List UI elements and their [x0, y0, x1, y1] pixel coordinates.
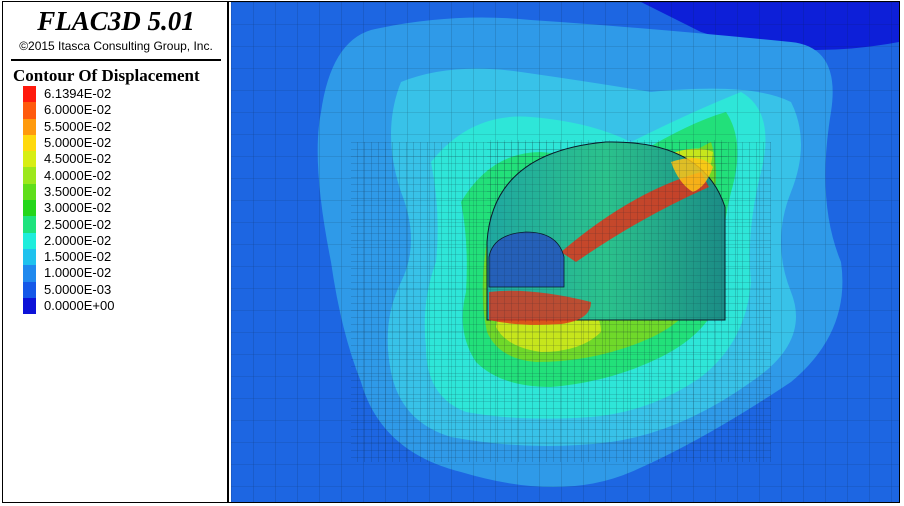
legend-swatch — [23, 151, 36, 168]
legend-swatch — [23, 200, 36, 217]
legend-label: 2.0000E-02 — [44, 232, 112, 248]
legend-item: 0.0000E+00 — [23, 297, 115, 315]
legend-swatch — [23, 232, 36, 249]
legend-item: 5.0000E-03 — [23, 281, 114, 298]
legend-list: 6.1394E-02 6.0000E-02 5.5000E-02 5.0000E-02… — [23, 86, 115, 315]
legend-label: 6.0000E-02 — [44, 102, 112, 118]
legend-swatch — [23, 118, 36, 135]
legend-item: 5.0000E-02 — [23, 134, 114, 152]
legend-divider — [11, 59, 221, 61]
legend-item: 4.0000E-02 — [23, 167, 114, 184]
legend-item: 3.5000E-02 — [23, 183, 114, 201]
legend-item: 1.0000E-02 — [23, 265, 114, 282]
legend-label: 4.0000E-02 — [44, 167, 112, 183]
copyright-text: ©2015 Itasca Consulting Group, Inc. — [19, 39, 213, 53]
legend-label: 1.0000E-02 — [44, 265, 112, 281]
legend-label: 3.5000E-02 — [44, 183, 112, 199]
legend-swatch — [23, 248, 36, 266]
legend-swatch — [23, 216, 36, 233]
legend-item: 2.5000E-02 — [23, 216, 114, 233]
legend-label: 0.0000E+00 — [44, 298, 115, 313]
legend-item: 5.5000E-02 — [23, 118, 114, 135]
legend-label: 5.0000E-02 — [44, 135, 112, 151]
legend-item: 6.1394E-02 — [23, 86, 114, 103]
legend-swatch — [23, 183, 36, 201]
legend-panel: FLAC3D 5.01 ©2015 Itasca Consulting Grou… — [3, 2, 229, 502]
legend-label: 1.5000E-02 — [44, 249, 112, 265]
legend-swatch — [23, 134, 36, 152]
legend-item: 1.5000E-02 — [23, 248, 114, 266]
legend-swatch — [23, 297, 36, 315]
tunnel-mesh-overlay — [487, 140, 727, 322]
legend-swatch — [23, 281, 36, 298]
legend-label: 6.1394E-02 — [44, 86, 112, 102]
legend-label: 5.5000E-02 — [44, 118, 112, 134]
legend-swatch — [23, 102, 36, 119]
contour-plot[interactable] — [231, 2, 899, 502]
legend-item: 3.0000E-02 — [23, 200, 114, 217]
legend-item: 6.0000E-02 — [23, 102, 114, 119]
legend-swatch — [23, 265, 36, 282]
legend-label: 5.0000E-03 — [44, 281, 112, 297]
contour-plot-canvas — [231, 2, 899, 502]
legend-title: Contour Of Displacement — [13, 66, 200, 85]
app-title: FLAC3D 5.01 — [37, 6, 195, 36]
legend-swatch — [23, 86, 36, 103]
legend-label: 4.5000E-02 — [44, 151, 112, 167]
legend-item: 2.0000E-02 — [23, 232, 114, 249]
legend-swatch — [23, 167, 36, 184]
legend-item: 4.5000E-02 — [23, 151, 114, 168]
legend-label: 3.0000E-02 — [44, 200, 112, 216]
legend-label: 2.5000E-02 — [44, 216, 112, 232]
